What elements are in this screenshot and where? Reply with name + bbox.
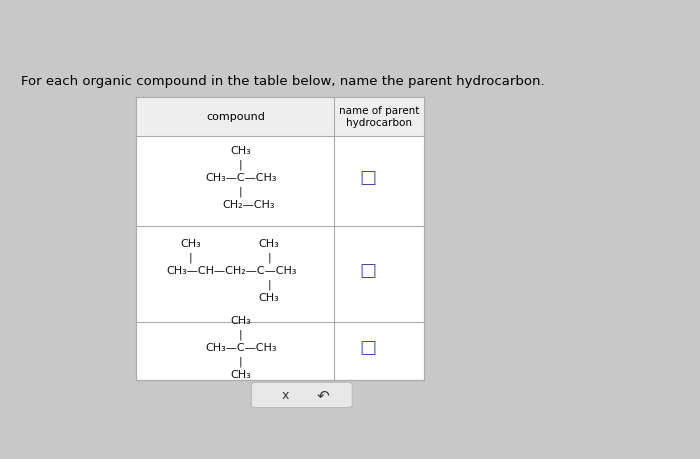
Text: |: | (239, 186, 243, 196)
Text: name of parent
hydrocarbon: name of parent hydrocarbon (339, 106, 419, 128)
Text: □: □ (360, 339, 377, 357)
Text: |: | (239, 356, 243, 366)
Text: CH₃: CH₃ (259, 292, 279, 302)
Text: CH₃: CH₃ (230, 316, 251, 326)
Text: CH₂—CH₃: CH₂—CH₃ (223, 200, 275, 210)
Text: |: | (189, 252, 192, 263)
Text: CH₃—C—CH₃: CH₃—C—CH₃ (205, 342, 276, 353)
Text: CH₃—CH—CH₂—C—CH₃: CH₃—CH—CH₂—C—CH₃ (166, 266, 297, 276)
Text: CH₃: CH₃ (230, 369, 251, 380)
Text: |: | (239, 329, 243, 339)
Text: |: | (267, 252, 271, 263)
Text: compound: compound (206, 112, 265, 122)
Text: CH₃—C—CH₃: CH₃—C—CH₃ (205, 173, 276, 183)
Text: x: x (282, 389, 289, 402)
Text: CH₃: CH₃ (230, 146, 251, 156)
Text: □: □ (360, 169, 377, 187)
Text: |: | (239, 159, 243, 170)
Text: |: | (267, 279, 271, 289)
Text: ↶: ↶ (317, 387, 330, 403)
Text: □: □ (360, 262, 377, 280)
FancyBboxPatch shape (251, 382, 352, 408)
Text: CH₃: CH₃ (180, 239, 201, 249)
Text: For each organic compound in the table below, name the parent hydrocarbon.: For each organic compound in the table b… (21, 74, 545, 88)
Text: CH₃: CH₃ (259, 239, 279, 249)
